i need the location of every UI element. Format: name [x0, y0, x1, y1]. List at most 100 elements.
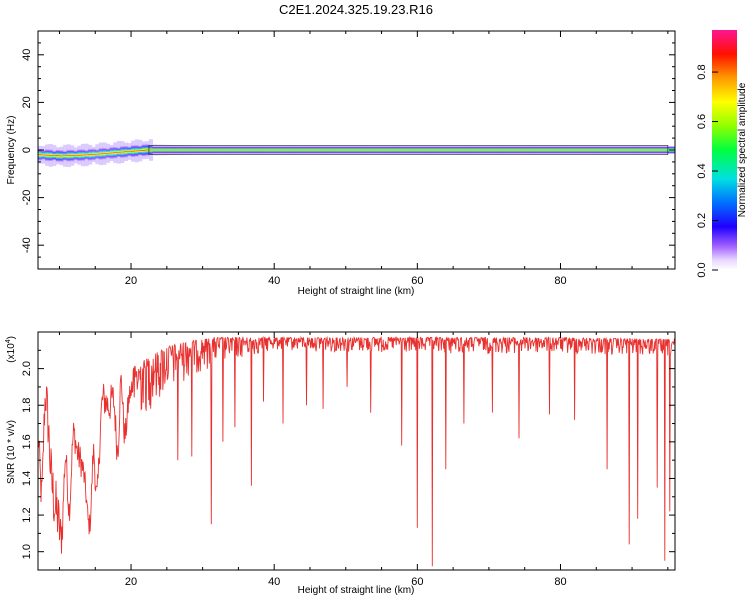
spectral-band-cell: [309, 146, 314, 154]
snr-multiplier: (x104): [5, 336, 17, 363]
snr-x-ticks: 20 40 60 80: [58, 332, 669, 588]
spectral-band-cell: [413, 146, 418, 154]
spectral-band-cell: [80, 149, 85, 161]
spectral-band-cell: [349, 146, 354, 154]
spectral-band-cell: [109, 146, 114, 160]
snr-y-axis-label: SNR (10 * v/v): [6, 420, 17, 484]
spectral-band-cell: [152, 146, 157, 154]
spectral-band-cell: [306, 146, 311, 154]
spectral-band-cell: [370, 146, 375, 154]
spectral-band-cell: [277, 146, 282, 154]
spectral-band-cell: [513, 146, 518, 154]
spectral-band-cell: [120, 146, 125, 159]
y-tick-label: -20: [21, 190, 33, 206]
figure-title: C2E1.2024.325.19.23.R16: [279, 2, 433, 17]
spectral-band-cell: [66, 149, 71, 162]
colorbar-tick-label: 0.2: [696, 213, 708, 228]
spectral-band-cell: [360, 146, 365, 154]
y-tick-label: 1.2: [21, 507, 33, 522]
spectral-band-cell: [184, 146, 189, 154]
spectral-band-cell: [59, 149, 64, 162]
x-tick-label: 60: [411, 576, 423, 588]
spectral-band-cell: [299, 146, 304, 154]
spectrogram-panel: 20 40 60 80 40 20 0 -20 -40 Height of straight …: [6, 30, 676, 297]
spectral-band-cell: [535, 146, 540, 154]
spectral-band-cell: [163, 146, 168, 154]
spectral-band-cell: [367, 146, 372, 154]
spectral-band-cell: [564, 146, 569, 154]
spectral-band-cell: [70, 149, 75, 162]
y-tick-label: 1.4: [21, 471, 33, 486]
spectral-band-cell: [335, 146, 340, 154]
spectral-band-cell: [510, 146, 515, 154]
spectral-band-cell: [356, 146, 361, 154]
spectral-band-cell: [331, 146, 336, 154]
y-tick-label: 2.0: [21, 361, 33, 376]
spectral-band-cell: [95, 149, 100, 160]
spectral-band-cell: [188, 146, 193, 154]
spectral-band-cell: [445, 146, 450, 154]
spectral-band-cell: [284, 146, 289, 154]
spectral-band-cell: [131, 145, 136, 158]
spectral-band-cell: [338, 146, 343, 154]
spectral-band-cell: [327, 146, 332, 154]
spectral-band-cell: [38, 148, 42, 161]
spectral-band-cell: [646, 146, 651, 154]
spectral-band-cell: [395, 146, 400, 154]
spectral-band-cell: [556, 146, 561, 154]
spectral-band-cell: [596, 146, 601, 154]
spectral-band-cell: [635, 146, 640, 154]
spectral-band-cell: [478, 146, 483, 154]
spectral-band-cell: [48, 149, 53, 162]
spectral-band-cell: [148, 145, 153, 155]
spectral-band-cell: [317, 146, 322, 154]
spectral-band-cell: [481, 146, 486, 154]
spectral-band-cell: [589, 146, 594, 154]
spectral-band-cell: [267, 146, 272, 154]
spectral-band-cell: [159, 146, 164, 154]
spectral-band-cell: [281, 146, 286, 154]
spectral-band-cell: [263, 146, 268, 154]
spectral-band-cell: [460, 146, 465, 154]
spectral-band-cell: [578, 146, 583, 154]
y-tick-label: -40: [21, 237, 33, 253]
spectrogram-x-ticks: 20 40 60 80: [58, 31, 669, 287]
spectral-band-cell: [213, 146, 218, 154]
spectral-band-cell: [571, 146, 576, 154]
spectral-band-cell: [216, 146, 221, 154]
spectral-band-cell: [134, 144, 139, 157]
spectral-band-cell: [499, 146, 504, 154]
spectral-band-cell: [199, 146, 204, 154]
spectral-band-cell: [52, 150, 57, 161]
spectral-band-cell: [610, 146, 615, 154]
spectral-band-cell: [138, 145, 143, 156]
spectral-band-cell: [145, 144, 150, 156]
colorbar-tick-label: 0.0: [696, 262, 708, 277]
spectral-band-cell: [270, 146, 275, 154]
spectral-band-cell: [614, 146, 619, 154]
spectral-band-cell: [352, 146, 357, 154]
spectral-band-cell: [363, 146, 368, 154]
spectral-band-cell: [632, 146, 637, 154]
spectral-band-cell: [474, 146, 479, 154]
y-tick-label: 20: [21, 96, 33, 108]
spectral-band-cell: [553, 146, 558, 154]
y-tick-label: 40: [21, 49, 33, 61]
spectral-band-cell: [392, 146, 397, 154]
spectral-band-cell: [252, 146, 257, 154]
y-tick-label: 1.6: [21, 434, 33, 449]
spectral-band-cell: [467, 146, 472, 154]
spectral-band-cell: [170, 146, 175, 154]
colorbar-tick-label: 0.6: [696, 114, 708, 129]
spectral-band-cell: [288, 146, 293, 154]
x-tick-label: 80: [554, 275, 566, 287]
spectral-band-cell: [173, 146, 178, 154]
spectral-band-outline: [148, 145, 669, 155]
spectral-band-cell: [496, 146, 501, 154]
spectral-band-cell: [660, 146, 665, 154]
spectral-band-cell: [73, 150, 78, 161]
spectral-band-cell: [324, 146, 329, 154]
spectral-band-cell: [592, 146, 597, 154]
spectral-band-cell: [342, 146, 347, 154]
